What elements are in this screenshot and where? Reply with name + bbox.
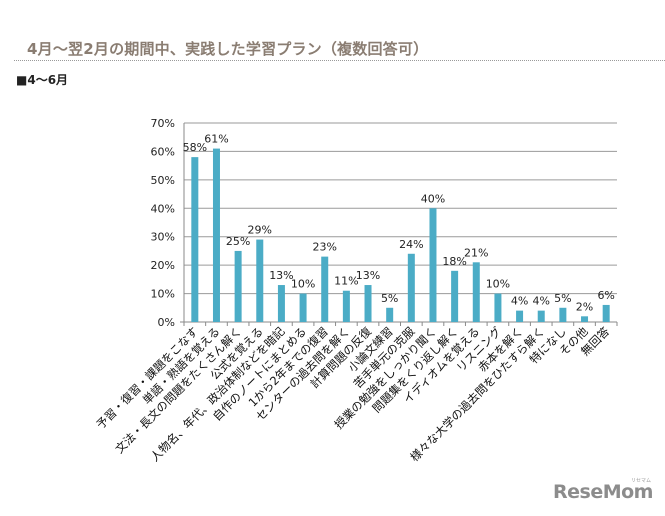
- data-label: 18%: [442, 255, 466, 268]
- data-label: 2%: [576, 300, 593, 313]
- bar: [516, 310, 524, 322]
- bar: [299, 293, 307, 322]
- bar: [256, 239, 264, 322]
- resemom-logo-sub: リセマム: [631, 478, 652, 484]
- bars: [191, 148, 610, 322]
- title-divider: [14, 60, 665, 61]
- y-tick-label: 70%: [151, 117, 175, 130]
- data-label: 6%: [597, 289, 614, 302]
- data-label: 24%: [399, 238, 423, 251]
- data-label: 10%: [486, 278, 510, 291]
- y-axis: 0% 10% 20% 30% 40% 50% 60% 70%: [151, 117, 618, 329]
- bar: [494, 293, 502, 322]
- y-tick-label: 10%: [151, 288, 175, 301]
- gridlines: [184, 122, 617, 295]
- data-label: 5%: [554, 292, 571, 305]
- data-label: 61%: [204, 133, 228, 146]
- bar: [234, 250, 242, 322]
- data-label: 21%: [464, 246, 488, 259]
- y-tick-label: 30%: [151, 231, 175, 244]
- bar: [191, 157, 199, 322]
- bar: [581, 316, 589, 322]
- data-label: 23%: [312, 241, 336, 254]
- data-label: 4%: [532, 295, 549, 308]
- bar: [321, 256, 329, 322]
- bar: [429, 208, 437, 322]
- bar: [602, 304, 610, 322]
- data-label: 40%: [421, 192, 445, 205]
- data-label: 29%: [248, 224, 272, 237]
- data-label: 25%: [226, 235, 250, 248]
- y-tick-label: 40%: [151, 202, 175, 215]
- bar: [451, 270, 459, 322]
- section-label: ■4～6月: [16, 73, 69, 87]
- data-label: 13%: [269, 269, 293, 282]
- bar: [472, 262, 480, 322]
- data-label: 4%: [511, 295, 528, 308]
- resemom-logo: ReseMom: [553, 481, 653, 503]
- y-tick-label: 50%: [151, 174, 175, 187]
- bar: [559, 307, 567, 322]
- y-tick-label: 60%: [151, 145, 175, 158]
- bar: [364, 285, 372, 322]
- bar: [342, 290, 350, 322]
- data-label: 5%: [381, 292, 398, 305]
- y-tick-label: 0%: [158, 316, 175, 329]
- page-title: 4月～翌2月の期間中、実践した学習プラン（複数回答可）: [27, 40, 429, 58]
- data-label: 58%: [183, 141, 207, 154]
- data-labels: 58%61%25%29%13%10%23%11%13%5%24%40%18%21…: [183, 133, 615, 314]
- data-label: 11%: [334, 275, 358, 288]
- x-axis-labels: 予習・復習・課題をこなす単語・熟語を覚える文法・長文の問題をたくさん解く公式を覚…: [93, 324, 612, 464]
- data-label: 10%: [291, 278, 315, 291]
- bar: [407, 253, 415, 322]
- y-tick-label: 20%: [151, 259, 175, 272]
- bar: [386, 307, 394, 322]
- bar: [537, 310, 545, 322]
- bar: [277, 285, 285, 322]
- bar: [212, 148, 220, 322]
- data-label: 13%: [356, 269, 380, 282]
